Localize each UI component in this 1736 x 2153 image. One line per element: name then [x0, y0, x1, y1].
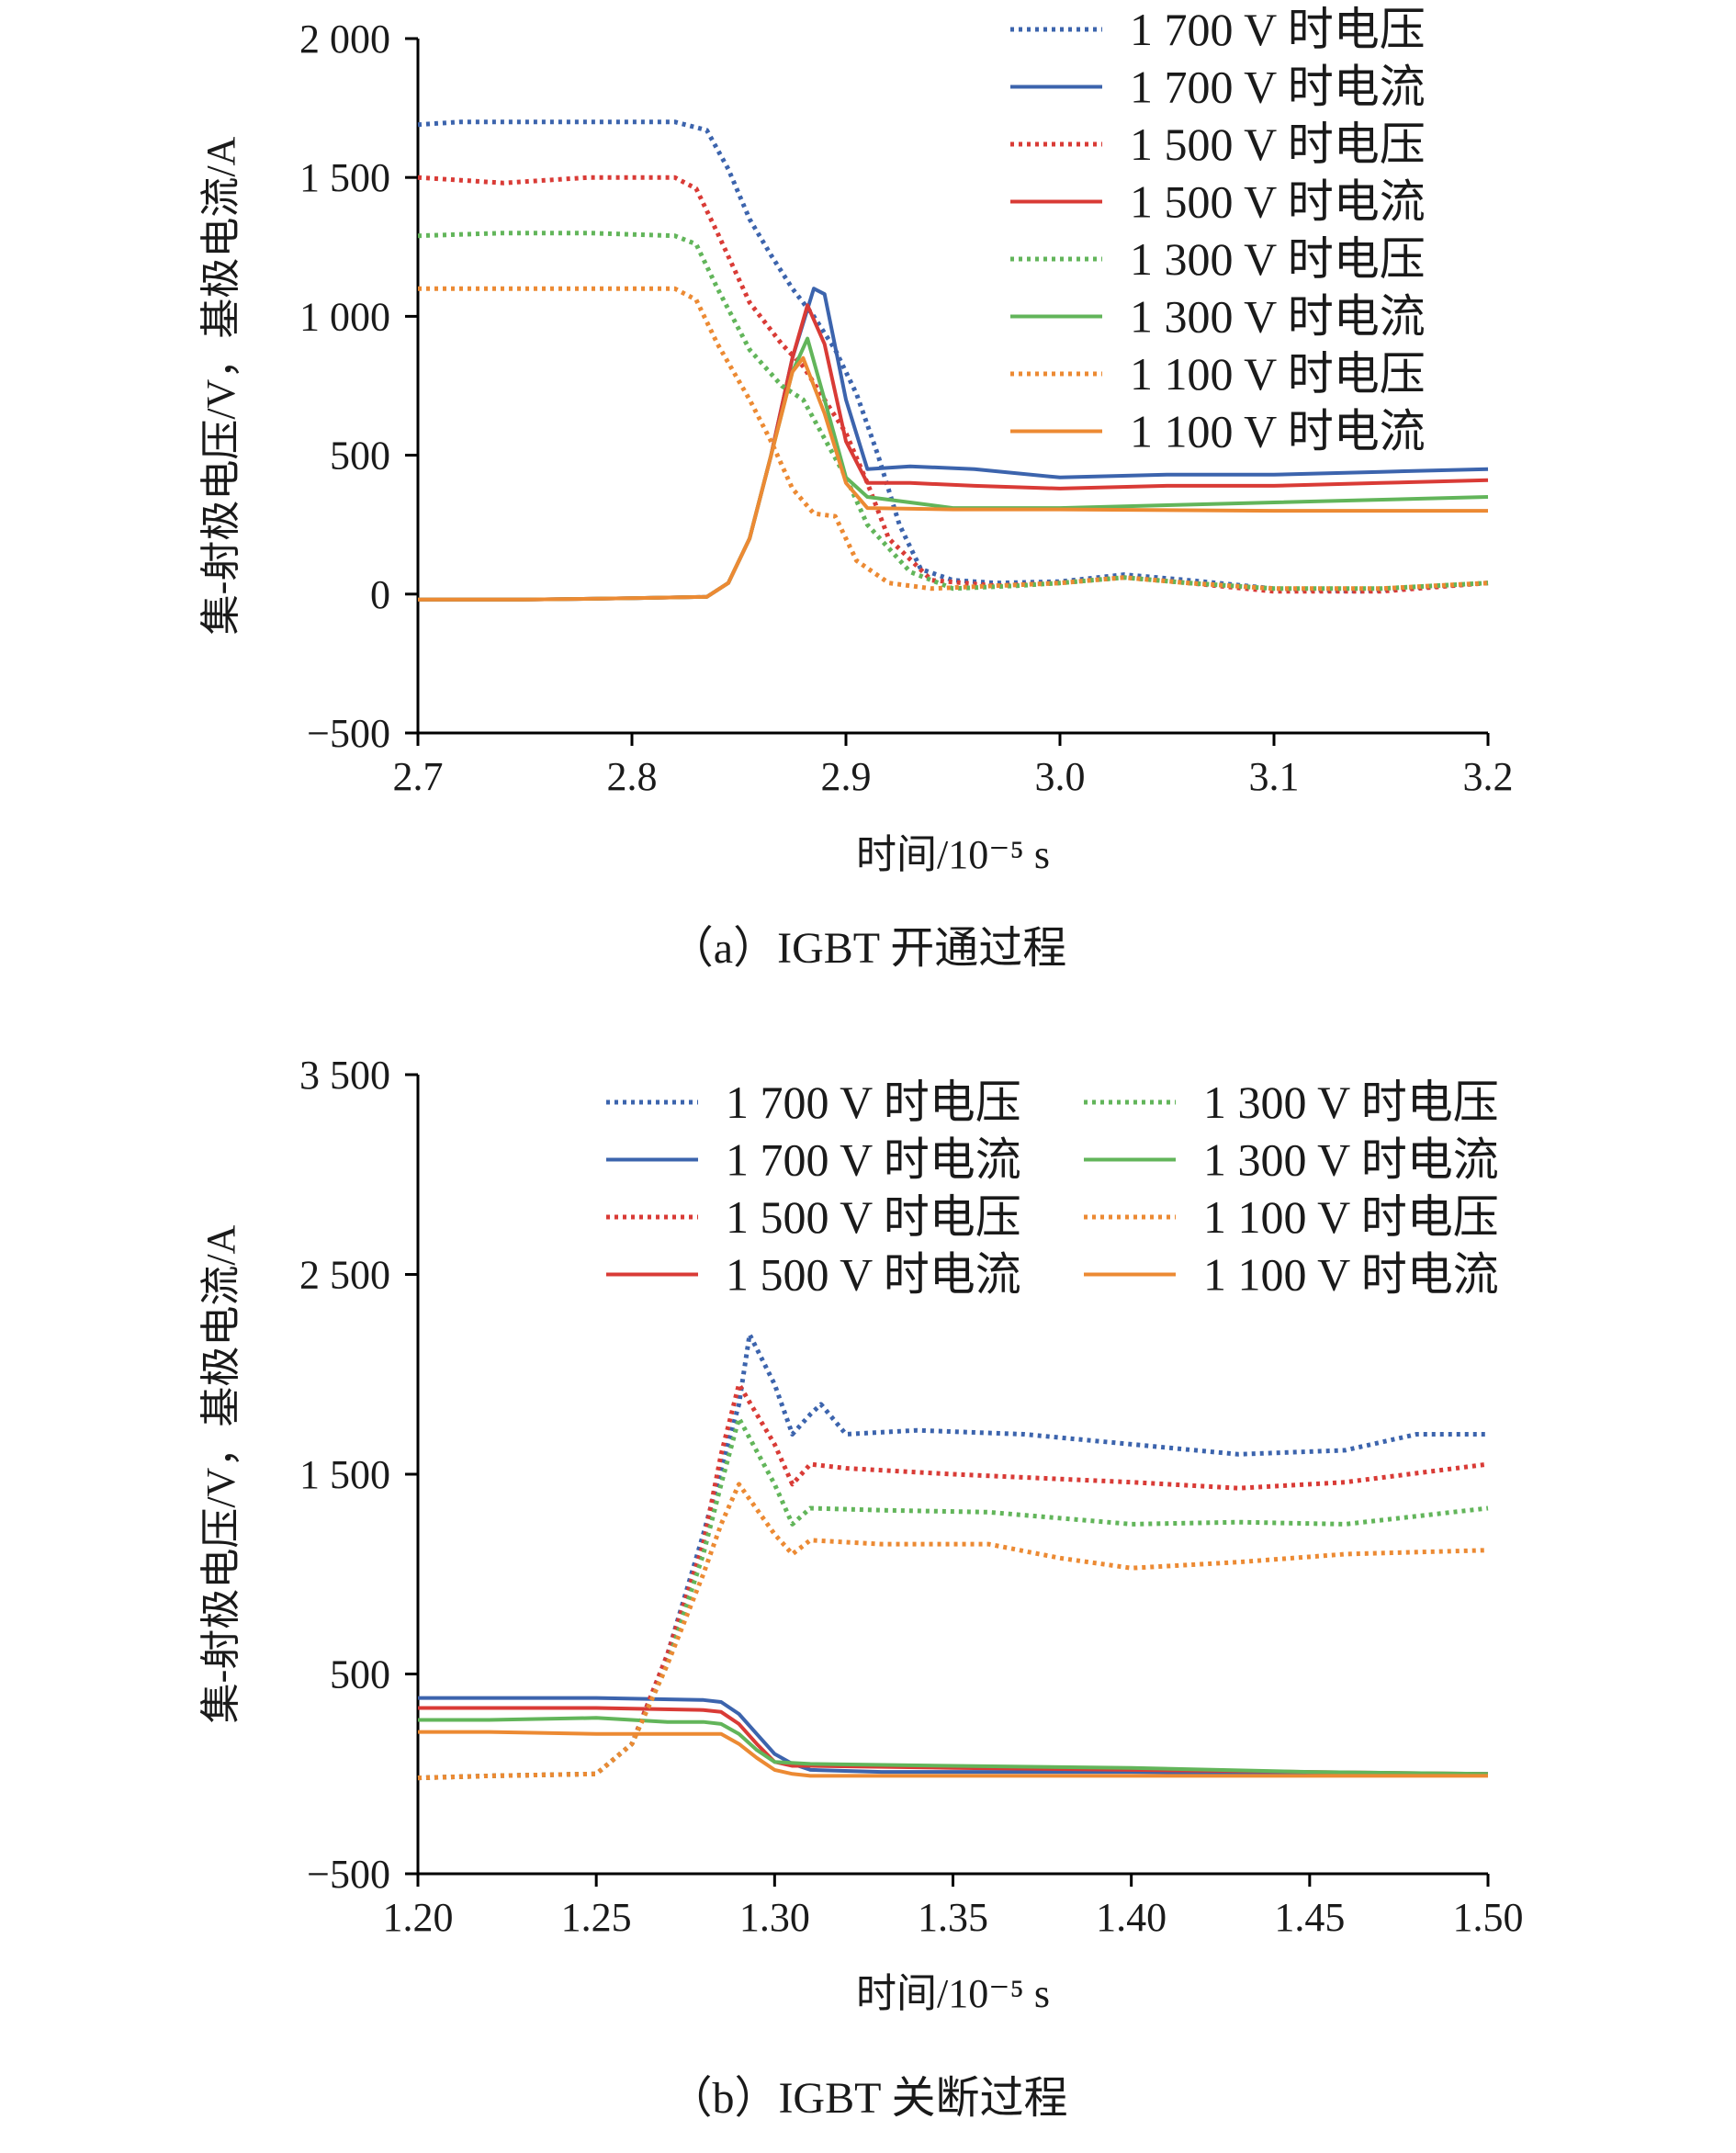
- y-tick-label: 2 500: [299, 1253, 390, 1298]
- series-line-5: [418, 1716, 1489, 1776]
- y-tick-label: −500: [307, 711, 390, 756]
- series-line-3: [418, 1706, 1489, 1776]
- series-line-1: [418, 1696, 1488, 1776]
- series-line-6: [418, 286, 1489, 592]
- x-tick-label: 2.8: [607, 754, 658, 799]
- x-tick-label: 2.9: [821, 754, 872, 799]
- y-tick-label: −500: [307, 1852, 390, 1897]
- legend-entry: 1 700 V 时电压: [726, 1076, 1021, 1128]
- y-tick-label: 500: [330, 434, 390, 479]
- x-tick-label: 3.1: [1249, 754, 1300, 799]
- y-tick-label: 500: [330, 1652, 390, 1697]
- y-axis-label: 集-射极电压/V，基极电流/A: [198, 136, 243, 635]
- figure-caption: （b）IGBT 关断过程: [668, 2074, 1067, 2123]
- legend-entry: 1 500 V 时电流: [1130, 176, 1426, 228]
- legend-entry: 1 700 V 时电流: [1130, 62, 1426, 113]
- legend-entry: 1 500 V 时电压: [1130, 118, 1426, 170]
- series-line-7: [418, 1730, 1488, 1778]
- legend-entry: 1 300 V 时电压: [1130, 233, 1426, 285]
- x-tick-label: 1.45: [1274, 1895, 1345, 1940]
- legend-entry: 1 100 V 时电流: [1203, 1249, 1499, 1301]
- legend-entry: 1 300 V 时电流: [1130, 291, 1426, 343]
- x-tick-label: 2.7: [393, 754, 444, 799]
- x-tick-label: 1.35: [918, 1895, 988, 1940]
- x-axis-label: 时间/10⁻⁵ s: [856, 832, 1050, 877]
- legend-entry: 1 700 V 时电压: [1130, 4, 1426, 55]
- x-tick-label: 1.25: [561, 1895, 632, 1940]
- series-line-6: [417, 1482, 1489, 1781]
- series-line-0: [417, 119, 1489, 594]
- x-tick-label: 3.2: [1463, 754, 1514, 799]
- y-tick-label: 0: [370, 572, 390, 617]
- x-tick-label: 1.40: [1096, 1895, 1167, 1940]
- x-tick-label: 1.30: [739, 1895, 810, 1940]
- legend-entry: 1 100 V 时电压: [1203, 1191, 1499, 1243]
- chart-panel-a: −500 0 500 1 000 1 500 2 000 2.7 2.8 2.9 3.0 3.1 3.…: [198, 4, 1514, 973]
- series-line-7: [418, 355, 1488, 602]
- legend-entry: 1 500 V 时电压: [726, 1191, 1021, 1243]
- series-line-4: [417, 231, 1489, 592]
- series-line-4: [417, 1415, 1489, 1781]
- x-tick-label: 3.0: [1035, 754, 1086, 799]
- legend-entry: 1 500 V 时电流: [726, 1249, 1021, 1301]
- series-line-2: [417, 175, 1489, 594]
- legend-entry: 1 100 V 时电压: [1130, 348, 1426, 400]
- chart-panel-b: −500 500 1 500 2 500 3 500 1.20 1.25 1.30 1.35 1.…: [198, 1053, 1524, 2123]
- y-tick-label: 1 000: [299, 294, 390, 339]
- x-tick-label: 1.20: [383, 1895, 454, 1940]
- legend-entry: 1 300 V 时电压: [1203, 1076, 1499, 1128]
- legend-entry: 1 700 V 时电流: [726, 1134, 1021, 1186]
- y-axis-label: 集-射极电压/V，基极电流/A: [198, 1224, 243, 1723]
- legend-entry: 1 100 V 时电流: [1130, 406, 1426, 457]
- figure-caption: （a）IGBT 开通过程: [670, 924, 1066, 973]
- x-axis-label: 时间/10⁻⁵ s: [856, 1971, 1050, 2016]
- y-tick-label: 1 500: [299, 155, 390, 200]
- y-tick-label: 1 500: [299, 1452, 390, 1497]
- y-tick-label: 2 000: [299, 17, 390, 62]
- legend-entry: 1 300 V 时电流: [1203, 1134, 1499, 1186]
- y-tick-label: 3 500: [299, 1053, 390, 1098]
- x-tick-label: 1.50: [1453, 1895, 1524, 1940]
- series-line-0: [417, 1332, 1488, 1781]
